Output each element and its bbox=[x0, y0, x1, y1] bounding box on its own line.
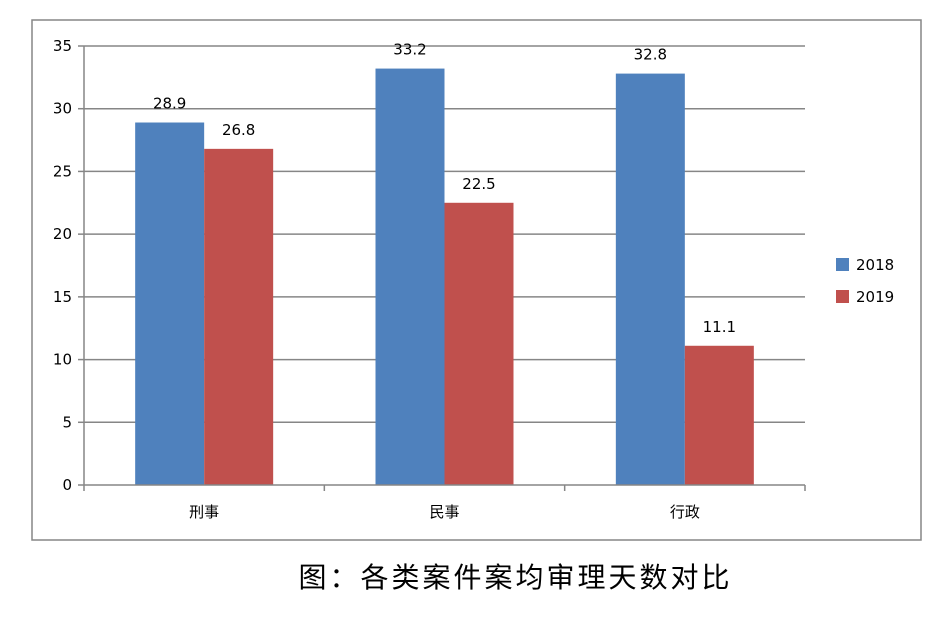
legend-label: 2019 bbox=[856, 288, 894, 306]
x-category-label: 民事 bbox=[429, 503, 459, 521]
bar-2019-1 bbox=[444, 202, 514, 486]
figure-caption: 图：各类案件案均审理天数对比 bbox=[298, 561, 733, 594]
bar-2018-2 bbox=[615, 73, 685, 485]
axes: 0 5 10 15 20 25 30 35 刑事 民事 行政 bbox=[53, 37, 806, 521]
bar-2018-1 bbox=[375, 68, 445, 485]
bars bbox=[135, 68, 754, 486]
y-tick-label: 5 bbox=[62, 413, 72, 431]
data-labels: 28.9 26.8 33.2 22.5 32.8 11.1 bbox=[153, 41, 736, 336]
data-label: 32.8 bbox=[634, 46, 667, 64]
y-tick-label: 25 bbox=[53, 162, 72, 180]
legend-swatch bbox=[836, 290, 849, 303]
data-label: 28.9 bbox=[153, 95, 186, 113]
y-tick-label: 15 bbox=[53, 288, 72, 306]
y-tick-label: 0 bbox=[62, 476, 72, 494]
bar-2019-0 bbox=[204, 148, 274, 485]
bar-2018-0 bbox=[135, 122, 205, 486]
y-tick-label: 20 bbox=[53, 225, 72, 243]
x-category-label: 行政 bbox=[670, 503, 700, 521]
data-label: 33.2 bbox=[393, 41, 426, 59]
y-tick-label: 30 bbox=[53, 100, 72, 118]
y-tick-label: 10 bbox=[53, 351, 72, 369]
data-label: 22.5 bbox=[462, 175, 495, 193]
bar-2019-2 bbox=[684, 345, 754, 485]
data-label: 26.8 bbox=[222, 121, 255, 139]
legend: 2018 2019 bbox=[836, 256, 894, 306]
y-tick-label: 35 bbox=[53, 37, 72, 55]
data-label: 11.1 bbox=[703, 318, 736, 336]
legend-swatch bbox=[836, 258, 849, 271]
x-category-label: 刑事 bbox=[189, 503, 219, 521]
legend-label: 2018 bbox=[856, 256, 894, 274]
